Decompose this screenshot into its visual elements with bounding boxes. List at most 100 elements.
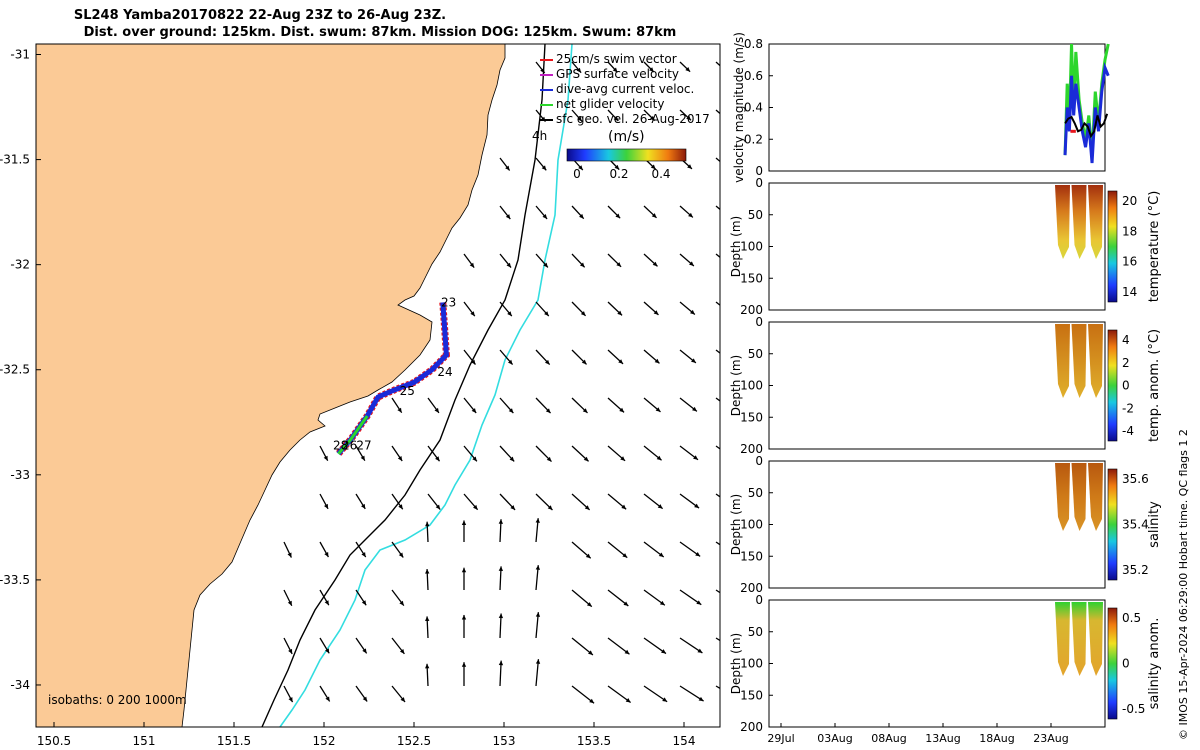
date-tick-label: 23Aug [1033, 732, 1068, 745]
current-arrow [679, 109, 692, 121]
colorbar-tick-label: -0.5 [1122, 702, 1145, 716]
profile-colorbar [1107, 190, 1118, 303]
current-arrow [498, 566, 504, 591]
current-arrow [607, 541, 628, 559]
colorbar-tick-label: -2 [1122, 401, 1134, 415]
current-arrow [643, 589, 666, 606]
current-arrow [715, 109, 720, 115]
chart-title-line1: SL248 Yamba20170822 22-Aug 23Z to 26-Aug… [73, 8, 447, 23]
current-arrow [571, 493, 591, 511]
current-arrow [715, 61, 720, 67]
colorbar-tick-label: 0.2 [609, 167, 628, 181]
current-arrow [499, 397, 514, 414]
map-x-tick-label: 152 [313, 734, 336, 748]
profile-colorbar [1107, 607, 1118, 720]
current-arrow [679, 493, 700, 509]
current-arrow [607, 685, 632, 703]
current-arrow [607, 445, 626, 462]
map-y-tick-label: -32 [10, 258, 30, 272]
current-arrow [283, 685, 294, 703]
current-arrow [463, 301, 476, 317]
current-arrow [319, 493, 329, 510]
current-arrow [571, 397, 588, 414]
current-arrow [463, 445, 478, 462]
current-arrow [643, 349, 660, 364]
track-day-label: 26 [342, 439, 357, 453]
legend-note: 4h [532, 129, 547, 143]
map-frame [35, 43, 721, 728]
profile-colorbar [1107, 468, 1118, 581]
map-y-tick-label: -33.5 [0, 573, 30, 587]
legend-label: net glider velocity [556, 97, 664, 111]
map-x-tick-label: 151.5 [217, 734, 251, 748]
depth-tick-label: 100 [740, 240, 763, 254]
depth-tick-label: 150 [740, 271, 763, 285]
current-arrow [391, 589, 405, 607]
current-arrow [715, 205, 720, 211]
profile-curtain [1071, 185, 1087, 259]
date-tick-label: 08Aug [871, 732, 906, 745]
current-arrow [643, 205, 657, 219]
velocity-y-tick-label: 0 [755, 164, 763, 178]
current-arrow [607, 205, 621, 219]
current-arrow [283, 589, 293, 607]
current-arrow [535, 612, 541, 639]
map-y-tick-label: -32.5 [0, 363, 30, 377]
current-arrow [571, 301, 587, 317]
depth-tick-label: 200 [740, 303, 763, 317]
current-arrow [643, 685, 668, 703]
current-arrow [319, 637, 330, 654]
legend-label: sfc geo. vel. 26-Aug-2017 [556, 112, 710, 126]
current-arrow [499, 157, 511, 171]
current-arrow [571, 685, 595, 704]
isobath-200m [261, 44, 546, 727]
map-y-tick-label: -31.5 [0, 153, 30, 167]
current-arrow [535, 349, 551, 366]
map-x-tick-label: 150.5 [37, 734, 71, 748]
footer-credit: © IMOS 15-Apr-2024 06:29:00 Hobart time.… [1177, 429, 1190, 740]
map-x-ticks: 150.5 151 151.5 152 152.5 153 153.5 154 [37, 722, 696, 748]
colorbar-tick-label: 16 [1122, 255, 1137, 269]
colorbar-label: salinity anom. [1147, 618, 1162, 710]
current-arrow [391, 445, 403, 462]
current-arrow [607, 637, 630, 655]
velocity-panel-frame [768, 43, 1106, 172]
current-arrow [535, 518, 540, 543]
velocity-series [1063, 62, 1110, 164]
current-arrow [391, 493, 404, 510]
current-arrow [571, 61, 582, 74]
current-arrow [715, 349, 720, 354]
current-arrow [535, 61, 546, 74]
current-arrow [283, 541, 292, 558]
isobath-text: isobaths: 0 200 1000m [48, 693, 187, 707]
current-arrow [498, 660, 504, 687]
colorbar-tick-label: 4 [1122, 333, 1130, 347]
current-arrow [679, 301, 696, 315]
current-arrow [571, 637, 594, 656]
depth-ylabel: Depth (m) [729, 494, 743, 555]
map-x-tick-label: 154 [673, 734, 696, 748]
profile-curtain [1055, 324, 1070, 398]
velocity-colorbar: (m/s) 0 0.2 0.4 [566, 129, 687, 181]
velocity-y-tick-label: 0.4 [744, 101, 763, 115]
colorbar-tick-label: 0 [1122, 657, 1130, 671]
track-day-label: 23 [441, 296, 456, 310]
colorbar-tick-label: 18 [1122, 224, 1137, 238]
current-arrow [498, 519, 504, 543]
current-arrow [463, 349, 476, 365]
current-arrow [679, 253, 695, 267]
current-arrow [319, 541, 329, 558]
map-x-tick-label: 153.5 [577, 734, 611, 748]
map-panel: 150.5 151 151.5 152 152.5 153 153.5 154 -31 -31.… [0, 43, 721, 748]
glider-track [335, 302, 450, 457]
current-arrow [499, 349, 514, 366]
current-arrow [535, 253, 549, 268]
current-arrow [643, 493, 664, 510]
current-arrow [571, 253, 586, 268]
current-arrow [571, 205, 585, 220]
current-arrow [427, 493, 441, 510]
current-arrow [355, 685, 368, 702]
current-arrow [461, 520, 467, 542]
